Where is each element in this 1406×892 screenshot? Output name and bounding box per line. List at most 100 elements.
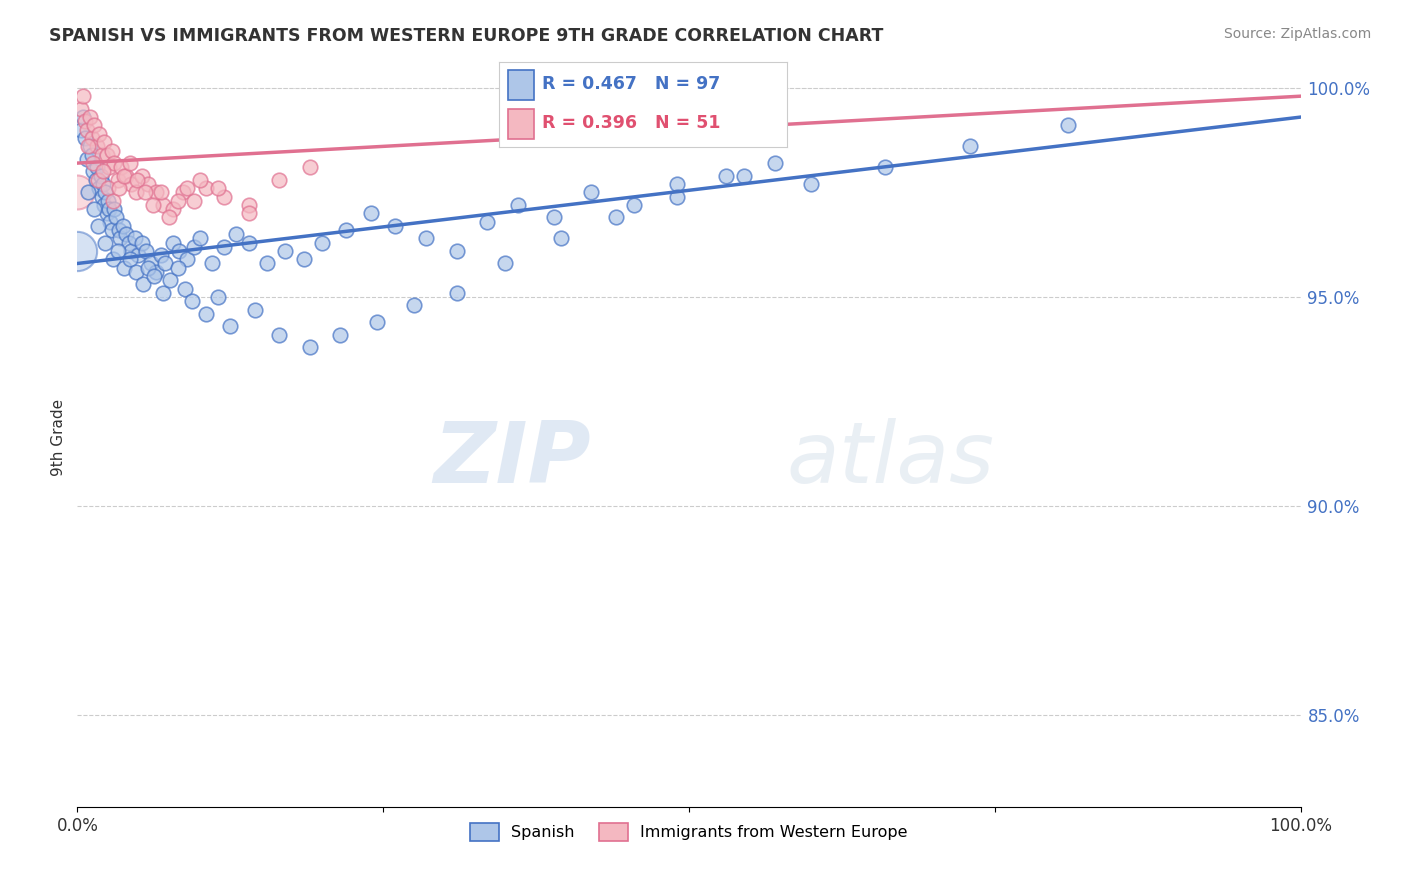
- Point: [105, 211, 128, 225]
- Point: [108, 223, 131, 237]
- Point: [131, 235, 153, 250]
- Point: [166, 194, 188, 208]
- FancyBboxPatch shape: [508, 109, 534, 139]
- Point: [107, 244, 129, 258]
- Point: [256, 256, 278, 270]
- Point: [269, 173, 291, 187]
- Text: Source: ZipAtlas.com: Source: ZipAtlas.com: [1223, 27, 1371, 41]
- Point: [959, 139, 981, 153]
- Text: atlas: atlas: [787, 417, 995, 500]
- Point: [714, 169, 737, 183]
- Point: [207, 181, 229, 195]
- Point: [132, 277, 155, 292]
- Point: [495, 256, 517, 270]
- Point: [298, 161, 321, 175]
- Point: [120, 177, 142, 191]
- Point: [86, 139, 108, 153]
- Point: [311, 235, 333, 250]
- Point: [446, 244, 468, 258]
- Point: [292, 252, 315, 267]
- Point: [96, 206, 118, 220]
- Point: [118, 252, 141, 267]
- Point: [111, 219, 134, 233]
- Point: [219, 319, 242, 334]
- Text: R = 0.396   N = 51: R = 0.396 N = 51: [543, 114, 721, 132]
- Point: [118, 156, 141, 170]
- Point: [98, 215, 121, 229]
- Point: [176, 181, 198, 195]
- Point: [79, 139, 101, 153]
- Text: SPANISH VS IMMIGRANTS FROM WESTERN EUROPE 9TH GRADE CORRELATION CHART: SPANISH VS IMMIGRANTS FROM WESTERN EUROP…: [49, 27, 883, 45]
- Point: [76, 122, 98, 136]
- Point: [98, 161, 121, 175]
- Point: [97, 181, 120, 195]
- Point: [360, 206, 382, 220]
- Point: [93, 135, 115, 149]
- Point: [127, 248, 149, 262]
- Point: [238, 235, 260, 250]
- Point: [665, 189, 688, 203]
- Point: [207, 290, 229, 304]
- Point: [101, 194, 124, 208]
- Point: [274, 244, 297, 258]
- Point: [149, 248, 172, 262]
- Point: [112, 260, 135, 275]
- Point: [82, 156, 104, 170]
- Point: [96, 147, 118, 161]
- Point: [100, 223, 122, 237]
- Point: [83, 119, 105, 133]
- Point: [100, 144, 122, 158]
- Point: [188, 173, 211, 187]
- Point: [91, 177, 114, 191]
- Point: [143, 268, 166, 283]
- Point: [90, 147, 112, 161]
- Point: [72, 89, 94, 103]
- Point: [103, 202, 125, 216]
- Point: [335, 223, 357, 237]
- Point: [298, 340, 321, 354]
- Point: [157, 211, 180, 225]
- Point: [167, 244, 190, 258]
- Point: [269, 327, 291, 342]
- Point: [80, 131, 103, 145]
- Point: [97, 194, 120, 208]
- Point: [415, 231, 437, 245]
- Point: [82, 164, 104, 178]
- Point: [86, 161, 108, 175]
- Point: [225, 227, 247, 242]
- Point: [135, 244, 157, 258]
- Point: [73, 131, 96, 145]
- Point: [125, 186, 148, 200]
- Point: [172, 186, 194, 200]
- Point: [145, 186, 167, 200]
- Point: [506, 198, 529, 212]
- Point: [108, 231, 131, 245]
- Point: [623, 198, 645, 212]
- Point: [98, 202, 121, 216]
- Point: [142, 198, 165, 212]
- Point: [90, 169, 112, 183]
- Point: [149, 186, 172, 200]
- Point: [733, 169, 755, 183]
- Point: [124, 231, 146, 245]
- Point: [174, 282, 197, 296]
- Legend: Spanish, Immigrants from Western Europe: Spanish, Immigrants from Western Europe: [464, 816, 914, 847]
- Point: [155, 256, 177, 270]
- Point: [402, 298, 425, 312]
- Point: [384, 219, 406, 233]
- Point: [873, 161, 896, 175]
- Point: [579, 186, 602, 200]
- Point: [238, 198, 260, 212]
- Point: [91, 164, 114, 178]
- Point: [73, 114, 96, 128]
- Point: [176, 252, 198, 267]
- Point: [127, 173, 149, 187]
- Point: [800, 177, 823, 191]
- Point: [763, 156, 786, 170]
- Point: [166, 260, 188, 275]
- FancyBboxPatch shape: [508, 70, 534, 100]
- Point: [131, 169, 153, 183]
- Point: [93, 198, 115, 212]
- Point: [159, 273, 181, 287]
- Point: [94, 235, 117, 250]
